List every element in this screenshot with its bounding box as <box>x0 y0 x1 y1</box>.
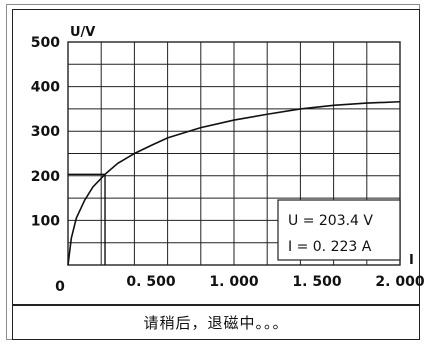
y-axis-title: U/V <box>70 25 95 40</box>
y-tick-label: 500 <box>31 35 60 51</box>
y-tick-label: 300 <box>31 124 60 140</box>
x-tick-label: 0. 500 <box>126 274 175 290</box>
y-tick-label: 100 <box>31 213 60 229</box>
chart-axes <box>67 41 401 266</box>
x-tick-label: 1. 500 <box>292 274 341 290</box>
chart-series <box>67 100 401 266</box>
voltage-readout: U = 203.4 V <box>288 213 373 229</box>
x-tick-label: 2. 000 <box>375 274 424 290</box>
x-tick-label: 1. 000 <box>209 274 258 290</box>
status-divider <box>12 304 420 306</box>
readout-box: U = 203.4 V I = 0. 223 A <box>277 199 401 261</box>
current-readout: I = 0. 223 A <box>288 239 372 255</box>
y-tick-label: 400 <box>31 80 60 96</box>
plot-border <box>67 41 401 266</box>
status-message: 请稍后，退磁中。。。 <box>143 314 289 332</box>
excitation-curve <box>67 100 401 266</box>
x-axis-title: I <box>409 253 414 268</box>
chart-grid <box>68 42 400 265</box>
y-tick-label: 200 <box>31 169 60 185</box>
readout-box-border <box>277 199 401 261</box>
x-tick-label: 0 <box>55 279 65 295</box>
tick-labels: 100 200 300 400 500 0 0. 500 1. 000 1. 500 2. 000 <box>31 35 425 295</box>
operating-point-marker <box>68 173 106 265</box>
display-frame <box>12 9 420 340</box>
